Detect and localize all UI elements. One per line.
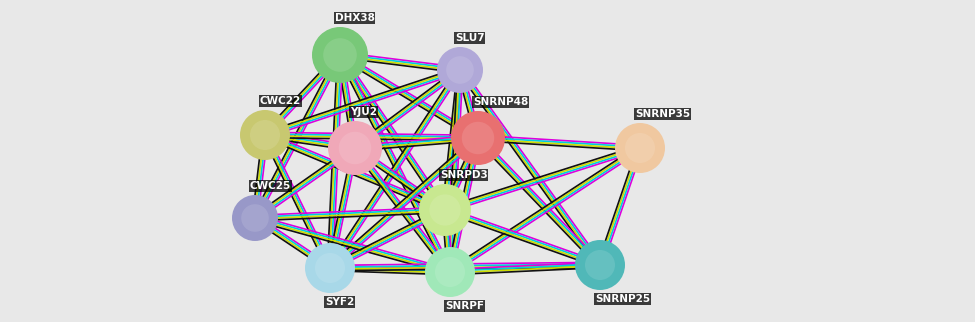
Circle shape [585, 250, 615, 280]
Circle shape [437, 47, 483, 93]
Circle shape [625, 133, 655, 163]
Circle shape [250, 120, 280, 150]
Text: YJU2: YJU2 [350, 107, 377, 117]
Circle shape [323, 38, 357, 72]
Text: SNRNP25: SNRNP25 [595, 294, 650, 304]
Text: SYF2: SYF2 [325, 297, 354, 307]
Circle shape [575, 240, 625, 290]
Circle shape [447, 56, 474, 84]
Circle shape [338, 132, 371, 164]
Circle shape [425, 247, 475, 297]
Text: DHX38: DHX38 [335, 13, 374, 23]
Circle shape [615, 123, 665, 173]
Circle shape [312, 27, 368, 83]
Text: CWC25: CWC25 [250, 181, 292, 191]
Text: SNRPF: SNRPF [445, 301, 484, 311]
Text: SNRPD3: SNRPD3 [440, 170, 488, 180]
Text: SNRNP35: SNRNP35 [635, 109, 690, 119]
Circle shape [328, 121, 382, 175]
Text: CWC22: CWC22 [260, 96, 301, 106]
Circle shape [232, 195, 278, 241]
Circle shape [462, 122, 494, 154]
Circle shape [451, 111, 505, 165]
Circle shape [315, 253, 345, 283]
Text: SNRNP48: SNRNP48 [473, 97, 528, 107]
Circle shape [435, 257, 465, 287]
Circle shape [305, 243, 355, 293]
Text: SLU7: SLU7 [455, 33, 485, 43]
Circle shape [419, 184, 471, 236]
Circle shape [429, 194, 460, 226]
Circle shape [240, 110, 290, 160]
Circle shape [241, 204, 269, 232]
